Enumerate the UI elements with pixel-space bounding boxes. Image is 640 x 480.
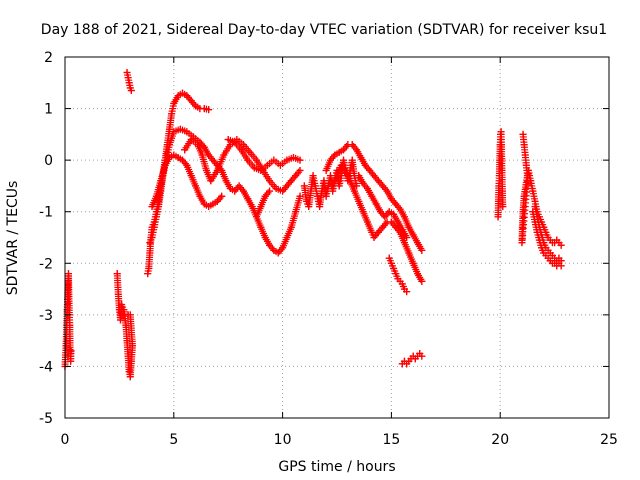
y-tick-label: -1	[39, 205, 53, 221]
marker-fill	[199, 142, 207, 150]
marker-fill	[362, 183, 370, 191]
series-s7	[181, 136, 304, 195]
marker-fill	[205, 106, 213, 114]
marker-fill	[295, 168, 303, 176]
y-tick-label: -4	[39, 359, 53, 375]
marker-fill	[190, 100, 198, 108]
series-s19	[531, 203, 565, 265]
marker-fill	[238, 185, 246, 193]
series-s8	[224, 136, 304, 174]
series-s13	[355, 172, 411, 241]
y-tick-label: -5	[39, 411, 53, 427]
marker-fill	[266, 187, 274, 195]
marker-fill	[329, 153, 337, 161]
marker-fill	[340, 165, 348, 173]
series-s15	[398, 350, 426, 368]
marker-fill	[264, 189, 272, 197]
marker-fill	[499, 203, 507, 211]
y-tick-label: -2	[39, 256, 53, 272]
marker-fill	[216, 194, 224, 202]
marker-fill	[382, 185, 390, 193]
series-s9	[252, 187, 274, 221]
marker-fill	[418, 277, 426, 285]
marker-fill	[403, 288, 411, 296]
series-s14	[385, 254, 411, 296]
series-s6	[148, 151, 226, 211]
marker-fill	[351, 144, 359, 152]
marker-fill	[268, 245, 276, 253]
x-tick-label: 0	[61, 432, 70, 448]
grid	[65, 57, 609, 418]
data-points	[61, 68, 565, 381]
marker-fill	[342, 142, 350, 150]
marker-fill	[296, 166, 304, 174]
marker-fill	[277, 246, 285, 254]
marker-fill	[181, 160, 189, 168]
marker-fill	[296, 156, 304, 164]
y-tick-label: 0	[44, 153, 53, 169]
y-tick-label: 1	[44, 102, 53, 118]
marker-fill	[353, 182, 361, 190]
marker-fill	[557, 257, 565, 265]
marker-fill	[557, 241, 565, 249]
series-s3	[123, 68, 135, 95]
series-s11	[322, 141, 426, 254]
plot-frame	[64, 56, 610, 419]
x-tick-label: 10	[274, 432, 292, 448]
marker-fill	[127, 87, 135, 95]
marker-fill	[218, 192, 226, 200]
axis-ticks: 0 5 10 15 20 25 -5 -4 -3 -2 -1 0 1 2	[39, 50, 618, 448]
series-s17	[518, 130, 565, 249]
series-s1	[61, 270, 75, 370]
x-tick-label: 5	[169, 432, 178, 448]
x-axis-label: GPS time / hours	[278, 459, 395, 475]
x-tick-label: 15	[382, 432, 400, 448]
chart-title: Day 188 of 2021, Sidereal Day-to-day VTE…	[41, 22, 607, 38]
y-tick-label: -3	[39, 308, 53, 324]
x-tick-label: 20	[491, 432, 509, 448]
marker-fill	[418, 352, 426, 360]
marker-fill	[382, 220, 390, 228]
marker-fill	[124, 311, 132, 319]
series-s2	[113, 270, 136, 381]
y-axis-label: SDTVAR / TECUs	[5, 181, 21, 296]
series-s4	[144, 89, 213, 278]
marker-fill	[296, 192, 304, 200]
marker-fill	[403, 234, 411, 241]
x-tick-label: 25	[600, 432, 618, 448]
series-s16	[494, 128, 507, 221]
marker-fill	[67, 347, 75, 355]
marker-fill	[395, 203, 403, 211]
marker-fill	[418, 246, 426, 254]
y-tick-label: 2	[44, 50, 53, 66]
